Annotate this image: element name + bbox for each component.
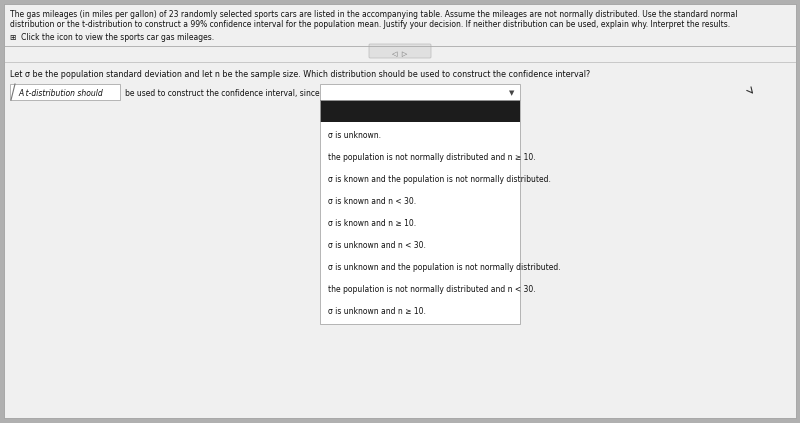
FancyBboxPatch shape [4,4,796,418]
Text: A t-distribution should: A t-distribution should [18,88,102,97]
Text: σ is unknown and n < 30.: σ is unknown and n < 30. [328,241,426,250]
Text: σ is unknown and the population is not normally distributed.: σ is unknown and the population is not n… [328,263,561,272]
Text: the population is not normally distributed and n < 30.: the population is not normally distribut… [328,285,536,294]
FancyBboxPatch shape [320,122,520,324]
Text: ⊞  Click the icon to view the sports car gas mileages.: ⊞ Click the icon to view the sports car … [10,33,214,42]
Text: the population is not normally distributed and n ≥ 10.: the population is not normally distribut… [328,153,536,162]
FancyBboxPatch shape [320,84,520,100]
FancyBboxPatch shape [320,100,520,122]
Text: be used to construct the confidence interval, since: be used to construct the confidence inte… [125,88,320,97]
Text: Let σ be the population standard deviation and let n be the sample size. Which d: Let σ be the population standard deviati… [10,70,590,79]
Text: σ is known and n ≥ 10.: σ is known and n ≥ 10. [328,219,416,228]
Text: σ is unknown and n ≥ 10.: σ is unknown and n ≥ 10. [328,307,426,316]
FancyBboxPatch shape [10,84,120,100]
Text: σ is known and the population is not normally distributed.: σ is known and the population is not nor… [328,175,551,184]
Text: σ is known and n < 30.: σ is known and n < 30. [328,197,416,206]
Text: The gas mileages (in miles per gallon) of 23 randomly selected sports cars are l: The gas mileages (in miles per gallon) o… [10,10,738,19]
Text: ◁  ▷: ◁ ▷ [392,51,408,57]
Text: ▼: ▼ [510,90,514,96]
FancyBboxPatch shape [369,44,431,58]
Text: distribution or the t-distribution to construct a 99% confidence interval for th: distribution or the t-distribution to co… [10,20,730,29]
Text: σ is unknown.: σ is unknown. [328,131,381,140]
